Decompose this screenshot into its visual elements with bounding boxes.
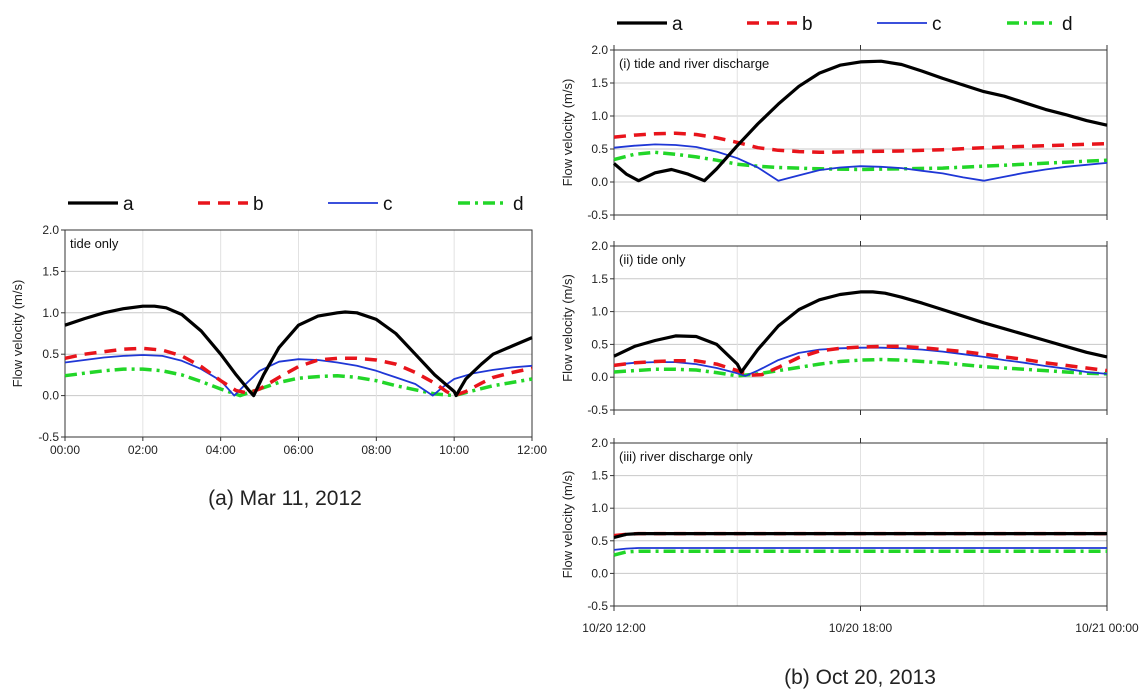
series-line-d <box>613 357 1108 378</box>
legend-label-b: b <box>802 14 813 35</box>
y-tick-label: 2.0 <box>591 43 608 57</box>
y-tick-label: 2.0 <box>591 436 608 450</box>
x-tick-label: 10:00 <box>439 443 469 457</box>
chart-panel-tide-and-river: 2.0 1.5 1.0 0.5 0.0 -0.5 Flow velocity (m/s) (i… <box>560 43 1108 222</box>
legend-label-c: c <box>932 14 942 35</box>
y-axis-label: Flow velocity (m/s) <box>560 79 575 187</box>
y-tick-label: 1.5 <box>591 76 608 90</box>
series-line-d <box>64 367 533 398</box>
x-tick-label: 10/20 12:00 <box>582 621 646 635</box>
series-line-a <box>613 531 1107 540</box>
series-line-c <box>64 354 533 397</box>
series-line-c <box>613 547 1107 551</box>
x-tick-label: 10/20 18:00 <box>829 621 893 635</box>
caption-left: (a) Mar 11, 2012 <box>208 487 362 510</box>
y-tick-label: 0.0 <box>591 566 608 580</box>
y-tick-label: 0.5 <box>591 337 608 351</box>
chart-panel-tide-only-2013: 2.0 1.5 1.0 0.5 0.0 -0.5 Flow velocity (m/s) (i… <box>560 239 1108 417</box>
chart-panel-tide-only-2012: 2.0 1.5 1.0 0.5 0.0 -0.500:00 02:00 04:00 06:00 0… <box>10 223 547 457</box>
x-tick-label: 00:00 <box>50 443 80 457</box>
y-tick-label: 0.0 <box>591 370 608 384</box>
y-tick-label: 1.5 <box>591 469 608 483</box>
x-tick-label: 10/21 00:00 <box>1075 621 1139 635</box>
y-tick-label: 1.0 <box>591 109 608 123</box>
y-tick-label: 1.5 <box>42 264 59 278</box>
series-line-b <box>613 344 1108 377</box>
x-tick-label: 06:00 <box>283 443 313 457</box>
legend-label-a: a <box>672 14 683 35</box>
legend-right: a b c d <box>617 14 1073 35</box>
legend-label-c: c <box>383 194 393 215</box>
y-tick-label: 0.0 <box>42 389 59 403</box>
x-tick-label: 12:00 <box>517 443 547 457</box>
x-tick-label: 02:00 <box>128 443 158 457</box>
panel-label: (i) tide and river discharge <box>619 56 769 71</box>
legend-label-d: d <box>513 194 524 215</box>
y-tick-label: -0.5 <box>587 403 608 417</box>
legend-label-a: a <box>123 194 134 215</box>
y-tick-label: -0.5 <box>587 208 608 222</box>
y-tick-label: 2.0 <box>591 239 608 253</box>
caption-right: (b) Oct 20, 2013 <box>784 666 936 689</box>
series-line-a <box>64 304 533 398</box>
y-tick-label: 1.0 <box>42 306 59 320</box>
panel-label: tide only <box>70 236 119 251</box>
x-tick-label: 04:00 <box>206 443 236 457</box>
chart-panel-river-only: 2.0 1.5 1.0 0.5 0.0 -0.5 10/20 12:00 10/20 18:0… <box>560 436 1139 635</box>
y-axis-label: Flow velocity (m/s) <box>10 280 25 388</box>
series-line-a <box>612 59 1108 183</box>
y-tick-label: -0.5 <box>587 599 608 613</box>
y-tick-label: 0.5 <box>42 347 59 361</box>
series-line-a <box>613 290 1108 374</box>
y-tick-label: 0.5 <box>591 142 608 156</box>
y-axis-label: Flow velocity (m/s) <box>560 471 575 579</box>
y-tick-label: -0.5 <box>38 430 59 444</box>
legend-label-b: b <box>253 194 264 215</box>
series-line-b <box>64 346 533 398</box>
panel-label: (iii) river discharge only <box>619 449 753 464</box>
y-tick-label: 1.5 <box>591 272 608 286</box>
y-tick-label: 2.0 <box>42 223 59 237</box>
legend-label-d: d <box>1062 14 1073 35</box>
y-axis-label: Flow velocity (m/s) <box>560 274 575 382</box>
y-tick-label: 1.0 <box>591 305 608 319</box>
series-line-d <box>613 150 1108 172</box>
y-tick-label: 0.0 <box>591 175 608 189</box>
series-line-c <box>613 143 1108 182</box>
legend-left: a b c d <box>68 194 524 215</box>
series-line-d <box>613 549 1107 557</box>
panel-label: (ii) tide only <box>619 252 686 267</box>
x-tick-label: 08:00 <box>361 443 391 457</box>
y-tick-label: 0.5 <box>591 534 608 548</box>
y-tick-label: 1.0 <box>591 501 608 515</box>
